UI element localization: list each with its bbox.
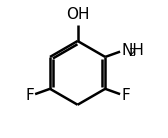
Text: F: F: [121, 88, 130, 103]
Text: F: F: [25, 88, 34, 103]
Text: OH: OH: [66, 7, 89, 22]
Text: NH: NH: [121, 43, 144, 58]
Text: 2: 2: [128, 48, 136, 58]
